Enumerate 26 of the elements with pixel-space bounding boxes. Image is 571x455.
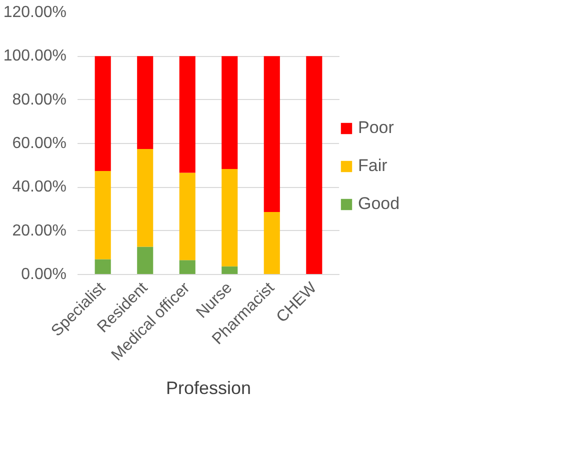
y-tick-label: 60.00% — [12, 135, 66, 152]
y-tick-label: 100.00% — [3, 48, 67, 65]
bar — [264, 212, 280, 274]
bar — [179, 56, 196, 173]
bar — [179, 172, 196, 260]
y-tick-label: 0.00% — [21, 266, 67, 283]
bar — [222, 56, 238, 170]
bar — [137, 56, 154, 149]
bar — [94, 259, 111, 274]
bar — [179, 260, 196, 274]
bar — [222, 266, 238, 274]
legend-label: Fair — [358, 156, 388, 176]
y-tick-label: 80.00% — [12, 91, 66, 108]
bar — [137, 246, 154, 274]
x-axis-title: Profession — [166, 378, 252, 398]
bar — [137, 148, 154, 247]
y-tick-label: 20.00% — [12, 222, 66, 240]
y-tick-label: 40.00% — [12, 178, 66, 196]
bar — [94, 56, 111, 172]
legend-label: Poor — [358, 118, 394, 138]
bar — [264, 56, 280, 212]
bar — [94, 171, 111, 260]
bar — [306, 56, 322, 274]
y-tick-label: 120.00% — [3, 4, 67, 21]
bar — [222, 169, 238, 266]
legend-label: Good — [358, 194, 400, 214]
